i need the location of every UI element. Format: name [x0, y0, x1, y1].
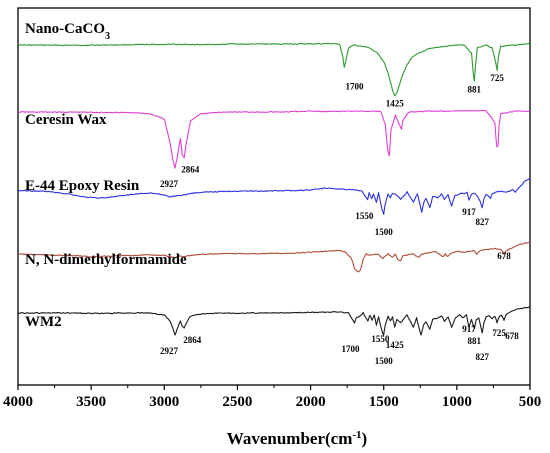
- x-axis-ticks: 4000 3500 3000 2500 2000 1500 1000 500: [3, 385, 541, 410]
- peak-label: 2927: [160, 179, 179, 189]
- series-name-4: WM2: [25, 314, 62, 330]
- peak-label: 2864: [183, 335, 202, 345]
- series-name-2: E-44 Epoxy Resin: [25, 178, 140, 194]
- series-line-0: [18, 42, 531, 97]
- series-name-0: Nano-CaCO3: [25, 21, 110, 42]
- peak-label: 1425: [386, 98, 405, 108]
- peak-label: 1700: [346, 82, 365, 92]
- series-line-1: [17, 109, 531, 169]
- peak-label: 827: [475, 352, 489, 362]
- series-name-3: N, N-dimethylformamide: [25, 252, 187, 268]
- x-tick-label: 2500: [222, 394, 252, 410]
- peak-label: 1425: [386, 340, 405, 350]
- series-name-1: Ceresin Wax: [25, 112, 107, 128]
- peak-label: 725: [492, 328, 506, 338]
- peak-label: 917: [462, 324, 476, 334]
- peak-label: 827: [475, 217, 489, 227]
- x-tick-label: 4000: [3, 394, 33, 410]
- peak-label: 1500: [375, 227, 394, 237]
- spectra: Nano-CaCO3 Ceresin Wax E-44 Epoxy Resin N, …: [17, 21, 531, 336]
- peak-label: 678: [497, 251, 511, 261]
- x-tick-label: 1500: [369, 394, 399, 410]
- x-tick-label: 1000: [442, 394, 472, 410]
- series-line-4: [17, 306, 531, 336]
- peak-label: 1550: [355, 211, 374, 221]
- peak-label: 1700: [342, 344, 361, 354]
- peak-label: 881: [468, 336, 482, 346]
- peak-label: 2864: [181, 165, 200, 175]
- peak-label: 678: [505, 331, 519, 341]
- peak-label: 1500: [375, 356, 394, 366]
- x-tick-label: 500: [519, 394, 542, 410]
- peak-label: 725: [490, 73, 504, 83]
- peak-label: 881: [468, 84, 482, 94]
- x-tick-label: 3500: [76, 394, 106, 410]
- x-tick-label: 2000: [296, 394, 326, 410]
- x-axis-title: Wavenumber(cm-1): [227, 429, 367, 448]
- series-line-2: [17, 177, 531, 215]
- peak-labels: 1700142588172529272864155015009178276782…: [160, 73, 519, 366]
- peak-label: 1550: [371, 334, 390, 344]
- peak-label: 917: [462, 207, 476, 217]
- series-line-3: [17, 241, 531, 273]
- peak-label: 2927: [160, 346, 179, 356]
- x-tick-label: 3000: [149, 394, 179, 410]
- plot-frame: [17, 7, 531, 386]
